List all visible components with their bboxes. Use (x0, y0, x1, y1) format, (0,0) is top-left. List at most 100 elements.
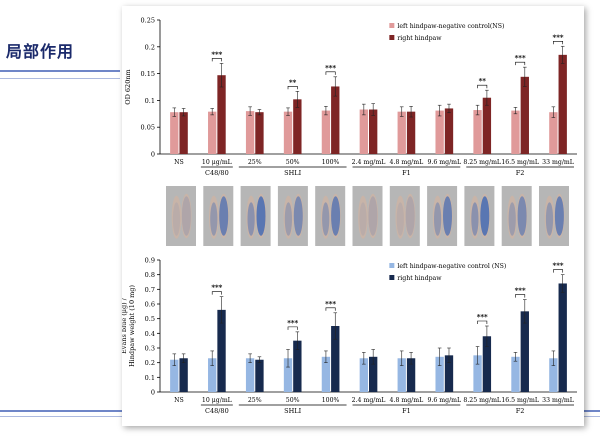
legend-swatch (389, 35, 395, 40)
bar (435, 356, 444, 392)
bar (217, 75, 226, 154)
significance-label: *** (477, 313, 488, 322)
bar (255, 112, 264, 154)
legend-label: right hindpaw (397, 35, 442, 42)
bar (520, 311, 529, 392)
x-tick-label: 10 μg/mL (202, 159, 232, 166)
significance-bracket (553, 40, 564, 45)
bar (170, 359, 179, 392)
group-label: SHLI (284, 169, 301, 177)
significance-bracket (211, 58, 222, 62)
y-tick-label: 0.9 (145, 257, 155, 265)
x-tick-label: 8.25 mg/mL (463, 397, 501, 404)
bar (369, 109, 378, 154)
bar (397, 111, 406, 154)
right-paw-dye (368, 196, 378, 236)
y-tick-label: 0 (151, 151, 155, 159)
chart-2: 0 0.1 0.2 0.3 0.4 0.5 0.6 0.7 0.8 0.9 Evans blue (… (120, 257, 577, 415)
right-paw (181, 193, 192, 239)
y-axis-label: Evans blue (μg) /Hindpaw weight (10 mg) (122, 285, 136, 367)
y-tick-label: 0.1 (145, 97, 155, 105)
left-paw (358, 195, 368, 239)
significance-bracket (477, 84, 488, 89)
bar (511, 110, 520, 154)
x-tick-label: 100% (322, 159, 340, 166)
group-label: C48/80 (205, 407, 229, 415)
left-paw (395, 195, 406, 239)
right-paw-dye (480, 196, 490, 236)
bar (549, 358, 558, 392)
right-paw-dye (331, 196, 341, 236)
x-tick-label: 100% (322, 397, 340, 404)
bar (245, 358, 255, 392)
group-label: SHLI (284, 407, 301, 415)
bar (511, 356, 520, 392)
group-label: F1 (402, 169, 411, 177)
bar (558, 54, 567, 155)
x-tick-label: 50% (286, 397, 300, 404)
slide-title: 局部作用 (6, 42, 75, 61)
bar (293, 340, 302, 392)
right-paw-dye (219, 196, 229, 236)
x-tick-label: 8.25 mg/mL (463, 159, 501, 166)
left-paw-dye (434, 202, 442, 236)
group-label: C48/80 (205, 169, 229, 177)
legend-swatch (389, 23, 395, 28)
group-label: F1 (402, 407, 411, 415)
x-tick-label: 9.6 mg/mL (427, 159, 461, 166)
bar (283, 111, 293, 154)
significance-label: ** (479, 77, 487, 86)
legend-swatch (389, 275, 395, 280)
y-axis-label-line: Hindpaw weight (10 mg) (128, 285, 136, 367)
significance-label: *** (515, 54, 526, 63)
y-axis-label-line: Evans blue (μg) / (122, 297, 128, 354)
left-paw (209, 195, 219, 239)
y-tick-label: 0.1 (145, 374, 155, 382)
bar (217, 309, 226, 392)
y-tick-label: 0.6 (145, 301, 155, 309)
y-tick-label: 0.2 (145, 43, 155, 51)
y-tick-label: 0.05 (141, 124, 155, 132)
bar (397, 358, 406, 392)
significance-bracket (515, 61, 526, 66)
left-paw (432, 195, 443, 239)
left-paw (544, 195, 555, 239)
group-label: F2 (516, 407, 525, 415)
bar (473, 110, 482, 154)
x-tick-label: 16.5 mg/mL (501, 159, 539, 166)
significance-bracket (211, 291, 222, 295)
bar (293, 99, 302, 154)
bar (520, 76, 529, 154)
left-paw-dye (284, 202, 292, 236)
bar (473, 355, 482, 392)
left-paw-dye (322, 202, 330, 236)
right-paw (367, 193, 378, 239)
y-tick-label: 0.5 (145, 315, 155, 323)
x-tick-label: NS (174, 159, 184, 166)
significance-bracket (287, 326, 298, 330)
bar (283, 358, 293, 392)
x-tick-label: NS (174, 397, 184, 404)
bar (444, 355, 454, 392)
bar (321, 356, 331, 392)
right-paw-dye (405, 196, 415, 236)
x-tick-label: 50% (286, 159, 300, 166)
left-paw (246, 195, 256, 239)
significance-label: *** (211, 283, 222, 292)
right-paw (405, 193, 416, 239)
significance-label: *** (515, 286, 526, 295)
x-tick-label: 4.8 mg/mL (390, 159, 424, 166)
y-tick-label: 0 (151, 389, 155, 397)
y-axis-label: OD 620nm (124, 69, 132, 104)
left-paw (507, 195, 517, 239)
bar (482, 97, 492, 154)
bar (406, 358, 416, 392)
x-tick-label: 10 μg/mL (202, 397, 232, 404)
significance-bracket (515, 294, 526, 298)
legend-swatch (389, 263, 395, 268)
bar (406, 111, 416, 154)
significance-label: *** (325, 299, 336, 308)
significance-label: ** (289, 78, 297, 87)
bar (482, 336, 492, 392)
